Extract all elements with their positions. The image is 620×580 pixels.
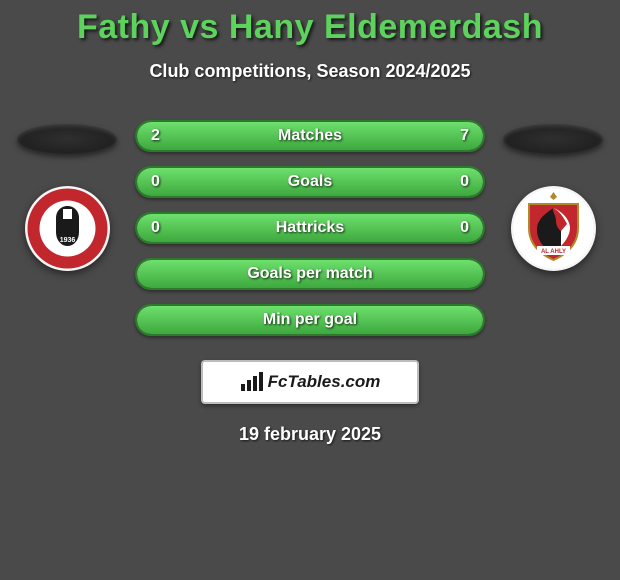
left-column: 1936	[17, 120, 117, 271]
svg-text:AL AHLY: AL AHLY	[540, 249, 565, 255]
branding-text: FcTables.com	[268, 372, 381, 392]
stat-bar-goals-per-match: Goals per match	[135, 258, 485, 290]
stat-bar-goals: 0 Goals 0	[135, 166, 485, 198]
page-title: Fathy vs Hany Eldemerdash	[0, 8, 620, 47]
bar-value-left: 0	[151, 219, 160, 237]
infographic-container: Fathy vs Hany Eldemerdash Club competiti…	[0, 0, 620, 445]
bar-fill-left	[137, 122, 213, 150]
main-row: 1936 2 Matches 7 0 Goals 0 0	[0, 120, 620, 336]
right-column: AL AHLY	[503, 120, 603, 271]
alahly-badge-icon: AL AHLY	[511, 186, 596, 271]
page-subtitle: Club competitions, Season 2024/2025	[0, 61, 620, 82]
bar-value-right: 0	[460, 219, 469, 237]
branding-box: FcTables.com	[201, 360, 419, 404]
right-player-oval	[503, 124, 603, 154]
stat-bar-min-per-goal: Min per goal	[135, 304, 485, 336]
bars-column: 2 Matches 7 0 Goals 0 0 Hattricks 0 Goal…	[135, 120, 485, 336]
bar-fill-full	[137, 260, 483, 288]
bar-fill-full	[137, 214, 483, 242]
chart-icon	[240, 372, 264, 392]
bar-value-right: 0	[460, 173, 469, 191]
ghazl-badge-icon: 1936	[25, 186, 110, 271]
right-team-badge: AL AHLY	[511, 186, 596, 271]
svg-text:1936: 1936	[59, 237, 75, 244]
left-player-oval	[17, 124, 117, 154]
bar-fill-full	[137, 306, 483, 334]
bar-value-left: 2	[151, 127, 160, 145]
stat-bar-matches: 2 Matches 7	[135, 120, 485, 152]
footer-date: 19 february 2025	[0, 424, 620, 445]
bar-fill-full	[137, 168, 483, 196]
bar-value-left: 0	[151, 173, 160, 191]
bar-fill-right	[213, 122, 483, 150]
stat-bar-hattricks: 0 Hattricks 0	[135, 212, 485, 244]
left-team-badge: 1936	[25, 186, 110, 271]
bar-value-right: 7	[460, 127, 469, 145]
